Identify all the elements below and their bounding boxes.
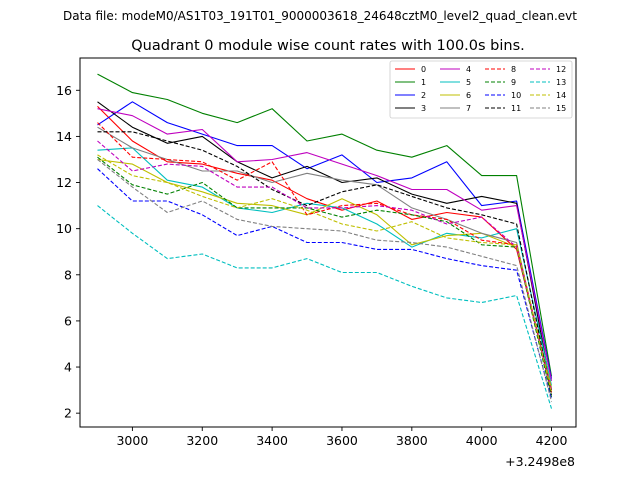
x-offset-label: +3.2498e8: [505, 454, 575, 469]
legend-label-5: 5: [466, 78, 471, 87]
y-tick-label: 16: [56, 83, 72, 98]
x-tick-label: 3200: [186, 433, 218, 448]
y-tick-label: 14: [56, 129, 72, 144]
y-tick-label: 4: [64, 360, 72, 375]
legend-label-2: 2: [421, 91, 426, 100]
series-line-3: [97, 101, 553, 391]
chart-title: Quadrant 0 module wise count rates with …: [131, 38, 525, 54]
series-line-0: [97, 106, 553, 391]
legend-label-6: 6: [466, 91, 471, 100]
legend-label-3: 3: [421, 104, 426, 113]
legend-label-4: 4: [466, 65, 471, 74]
legend-label-15: 15: [556, 104, 566, 113]
x-tick-label: 4200: [536, 433, 568, 448]
series-line-15: [97, 159, 553, 402]
series-line-9: [97, 156, 553, 398]
legend-label-1: 1: [421, 78, 426, 87]
y-tick-label: 2: [64, 406, 72, 421]
data-file-label: Data file: modeM0/AS1T03_191T01_90000036…: [63, 9, 577, 23]
series-line-7: [97, 126, 553, 395]
x-tick-label: 4000: [466, 433, 498, 448]
legend-label-11: 11: [511, 104, 521, 113]
legend-label-10: 10: [511, 91, 521, 100]
legend-label-9: 9: [511, 78, 516, 87]
series-line-2: [97, 101, 553, 379]
legend-label-7: 7: [466, 104, 471, 113]
series-line-4: [97, 108, 553, 382]
legend-frame: [389, 60, 573, 119]
y-tick-label: 10: [56, 221, 72, 236]
axes-layer: 3000 3200 3400 3600 3800 4000 4200 2 4 6 8 10 12 14 16: [56, 83, 567, 448]
series-line-1: [97, 73, 553, 377]
x-tick-label: 3400: [256, 433, 288, 448]
x-tick-label: 3800: [396, 433, 428, 448]
series-layer: [97, 73, 553, 409]
series-line-8: [97, 122, 553, 393]
legend-label-8: 8: [511, 65, 516, 74]
series-line-5: [97, 147, 553, 386]
y-tick-label: 8: [64, 267, 72, 282]
x-tick-label: 3000: [116, 433, 148, 448]
series-line-13: [97, 205, 553, 409]
y-tick-label: 6: [64, 313, 72, 328]
legend-label-14: 14: [556, 91, 566, 100]
x-tick-label: 3600: [326, 433, 358, 448]
legend-label-12: 12: [556, 65, 566, 74]
y-tick-label: 12: [56, 175, 72, 190]
legend-label-0: 0: [421, 65, 426, 74]
series-line-12: [97, 140, 553, 391]
series-line-14: [97, 154, 553, 393]
plot-frame: [79, 57, 577, 428]
legend-label-13: 13: [556, 78, 566, 87]
series-line-10: [97, 168, 553, 400]
series-line-6: [97, 158, 553, 388]
series-line-11: [97, 131, 553, 395]
